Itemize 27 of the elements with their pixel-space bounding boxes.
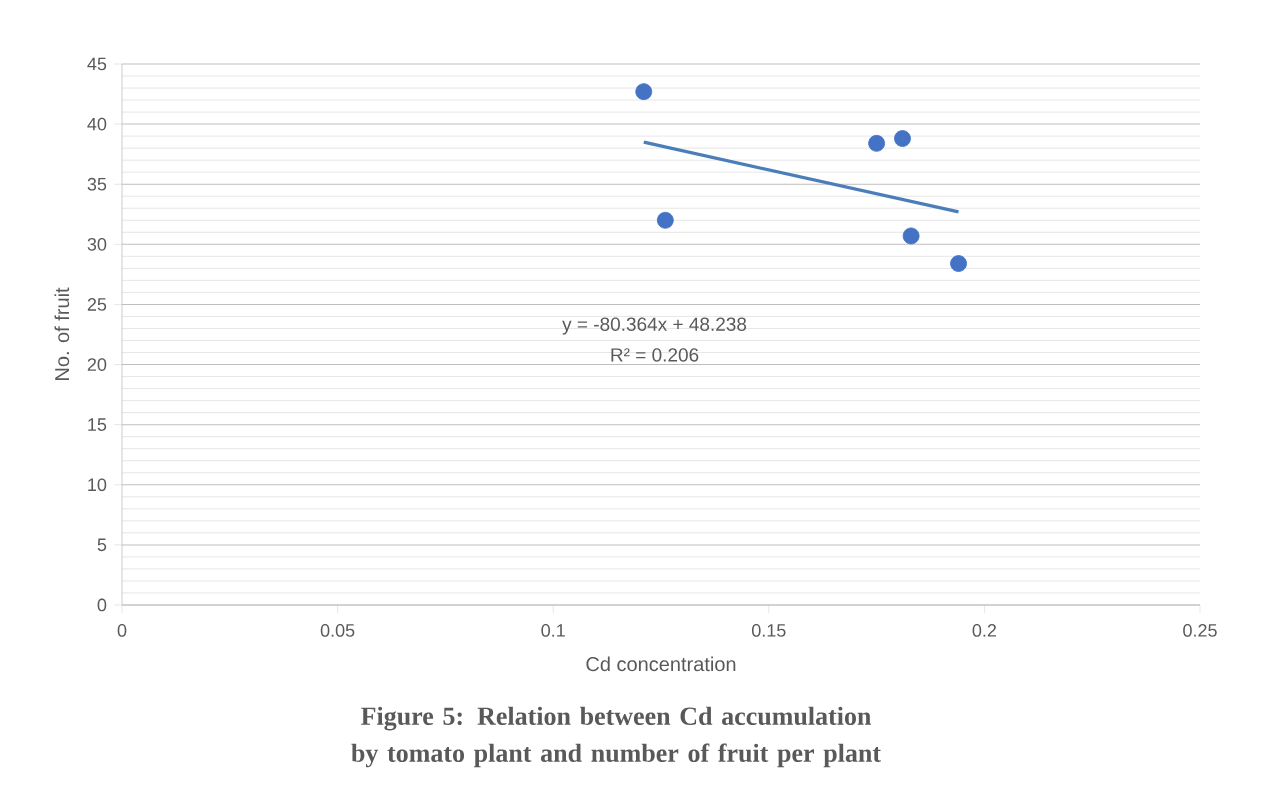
- y-tick-label: 30: [87, 237, 107, 251]
- y-tick-label: 40: [87, 117, 107, 131]
- x-tick-label: 0.25: [1183, 624, 1217, 637]
- y-tick-label: 20: [87, 358, 107, 371]
- y-tick-label: 0: [97, 598, 107, 612]
- y-tick-label: 10: [88, 478, 107, 492]
- y-tick-label: 5: [97, 538, 107, 552]
- x-tick-label: 0.05: [320, 624, 355, 637]
- annotation: y = -80.364x + 48.238: [562, 317, 747, 335]
- point: [656, 211, 674, 229]
- point: [868, 134, 886, 152]
- point: [950, 255, 967, 272]
- point: [894, 130, 911, 147]
- point: [635, 83, 653, 101]
- annotation: R² = 0.206: [611, 348, 699, 362]
- y-tick-label: 35: [87, 177, 107, 191]
- x-tick-label: 0.1: [541, 624, 565, 637]
- x-tick-label: 0.15: [751, 624, 786, 637]
- point: [902, 227, 920, 245]
- y-tick-label: 15: [88, 418, 107, 431]
- x-axis-title: Cd concentration: [586, 656, 736, 672]
- y-axis-title: No. of fruit: [54, 287, 70, 380]
- y-tick-label: 45: [87, 57, 107, 71]
- x-tick-label: 0.2: [972, 624, 996, 637]
- caption: Figure 5: Relation between Cd accumulation by tomato plant and number of fruit per plant: [351, 706, 881, 768]
- y-tick-label: 25: [87, 298, 107, 311]
- x-tick-label: 0: [117, 624, 127, 637]
